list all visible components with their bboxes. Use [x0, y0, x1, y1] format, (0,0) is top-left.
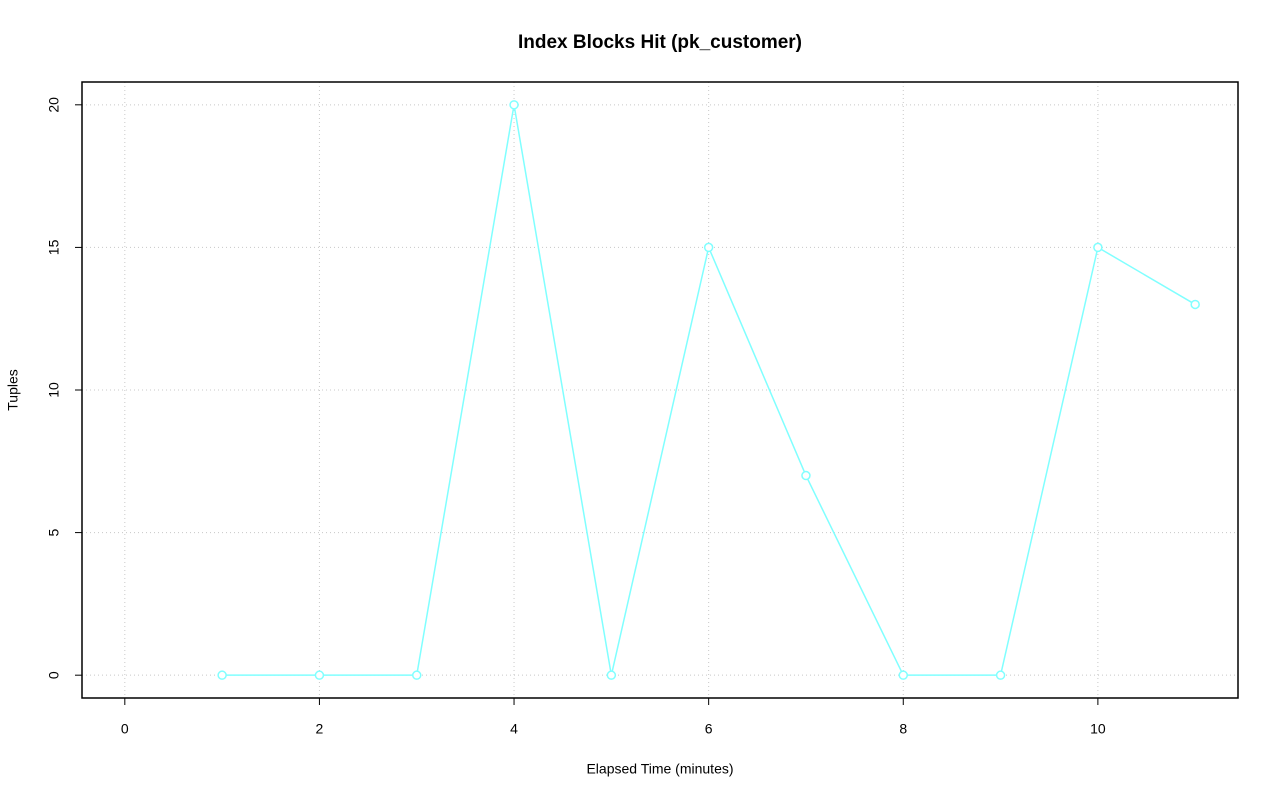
data-point: [217, 670, 227, 680]
y-axis-label: Tuples: [5, 369, 21, 411]
x-tick-label: 6: [705, 721, 713, 737]
x-tick-label: 10: [1090, 721, 1106, 737]
data-point: [606, 670, 617, 680]
data-point: [898, 670, 909, 680]
y-tick-label: 10: [46, 382, 62, 398]
data-point: [801, 470, 811, 481]
plot-frame: [81, 81, 1239, 699]
data-point: [1093, 242, 1103, 253]
y-tick-label: 0: [46, 671, 62, 679]
y-tick-label: 5: [46, 528, 62, 536]
x-tick-label: 2: [316, 721, 324, 737]
y-tick-label: 20: [46, 97, 62, 113]
data-point: [411, 670, 422, 680]
data-point: [703, 242, 714, 253]
chart-title: Index Blocks Hit (pk_customer): [518, 32, 802, 53]
data-point: [995, 670, 1006, 680]
x-tick-label: 8: [899, 721, 907, 737]
data-point: [314, 670, 325, 680]
plot-area: [217, 100, 1200, 680]
x-tick-label: 4: [510, 721, 518, 737]
grid: [82, 82, 1238, 698]
x-axis-label: Elapsed Time (minutes): [586, 761, 733, 777]
y-tick-label: 15: [46, 239, 62, 255]
data-point: [1190, 299, 1200, 310]
x-tick-label: 0: [121, 721, 129, 737]
data-point: [509, 100, 519, 110]
